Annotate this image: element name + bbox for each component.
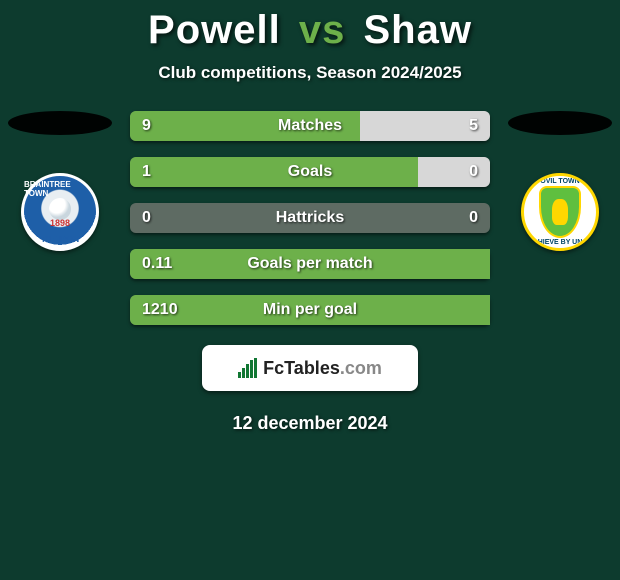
- player1-name: Powell: [148, 8, 281, 52]
- player-silhouette-shadow: [8, 111, 112, 135]
- content-area: BRAINTREE TOWN 1898 THE IRON OVIL TOWN H…: [0, 111, 620, 434]
- stat-label: Goals per match: [130, 255, 490, 273]
- stat-row: 0Hattricks0: [130, 203, 490, 233]
- stat-row: 9Matches5: [130, 111, 490, 141]
- bar-chart-icon: [238, 358, 257, 378]
- stat-label: Matches: [130, 117, 490, 135]
- badge-year: 1898: [50, 218, 70, 228]
- brand-name: FcTables: [263, 358, 340, 378]
- stats-bars: 9Matches51Goals00Hattricks00.11Goals per…: [130, 111, 490, 325]
- stat-right-value: 5: [469, 117, 478, 135]
- date-text: 12 december 2024: [0, 413, 620, 434]
- brand-text: FcTables.com: [263, 358, 382, 379]
- badge-text-bottom: HIEVE BY UN: [538, 239, 583, 246]
- left-club-badge-icon: BRAINTREE TOWN 1898 THE IRON: [21, 173, 99, 251]
- right-player-column: OVIL TOWN HIEVE BY UN: [508, 111, 612, 251]
- player-silhouette-shadow: [508, 111, 612, 135]
- stat-label: Goals: [130, 163, 490, 181]
- player2-name: Shaw: [363, 8, 471, 52]
- stat-right-value: 0: [469, 163, 478, 181]
- brand-suffix: .com: [340, 358, 382, 378]
- badge-text-top: OVIL TOWN: [540, 178, 579, 185]
- stat-label: Hattricks: [130, 209, 490, 227]
- stat-label: Min per goal: [130, 301, 490, 319]
- football-icon: [49, 198, 71, 220]
- subtitle: Club competitions, Season 2024/2025: [0, 63, 620, 83]
- vs-separator: vs: [299, 8, 346, 52]
- badge-text-top: BRAINTREE TOWN: [24, 180, 96, 198]
- shield-icon: [539, 186, 581, 238]
- stat-right-value: 0: [469, 209, 478, 227]
- stat-row: 1210Min per goal: [130, 295, 490, 325]
- left-player-column: BRAINTREE TOWN 1898 THE IRON: [8, 111, 112, 251]
- right-club-badge-icon: OVIL TOWN HIEVE BY UN: [521, 173, 599, 251]
- badge-text-bottom: THE IRON: [41, 235, 79, 244]
- page-title: Powell vs Shaw: [0, 0, 620, 53]
- brand-logo: FcTables.com: [202, 345, 418, 391]
- stat-row: 0.11Goals per match: [130, 249, 490, 279]
- lion-icon: [552, 199, 568, 225]
- stat-row: 1Goals0: [130, 157, 490, 187]
